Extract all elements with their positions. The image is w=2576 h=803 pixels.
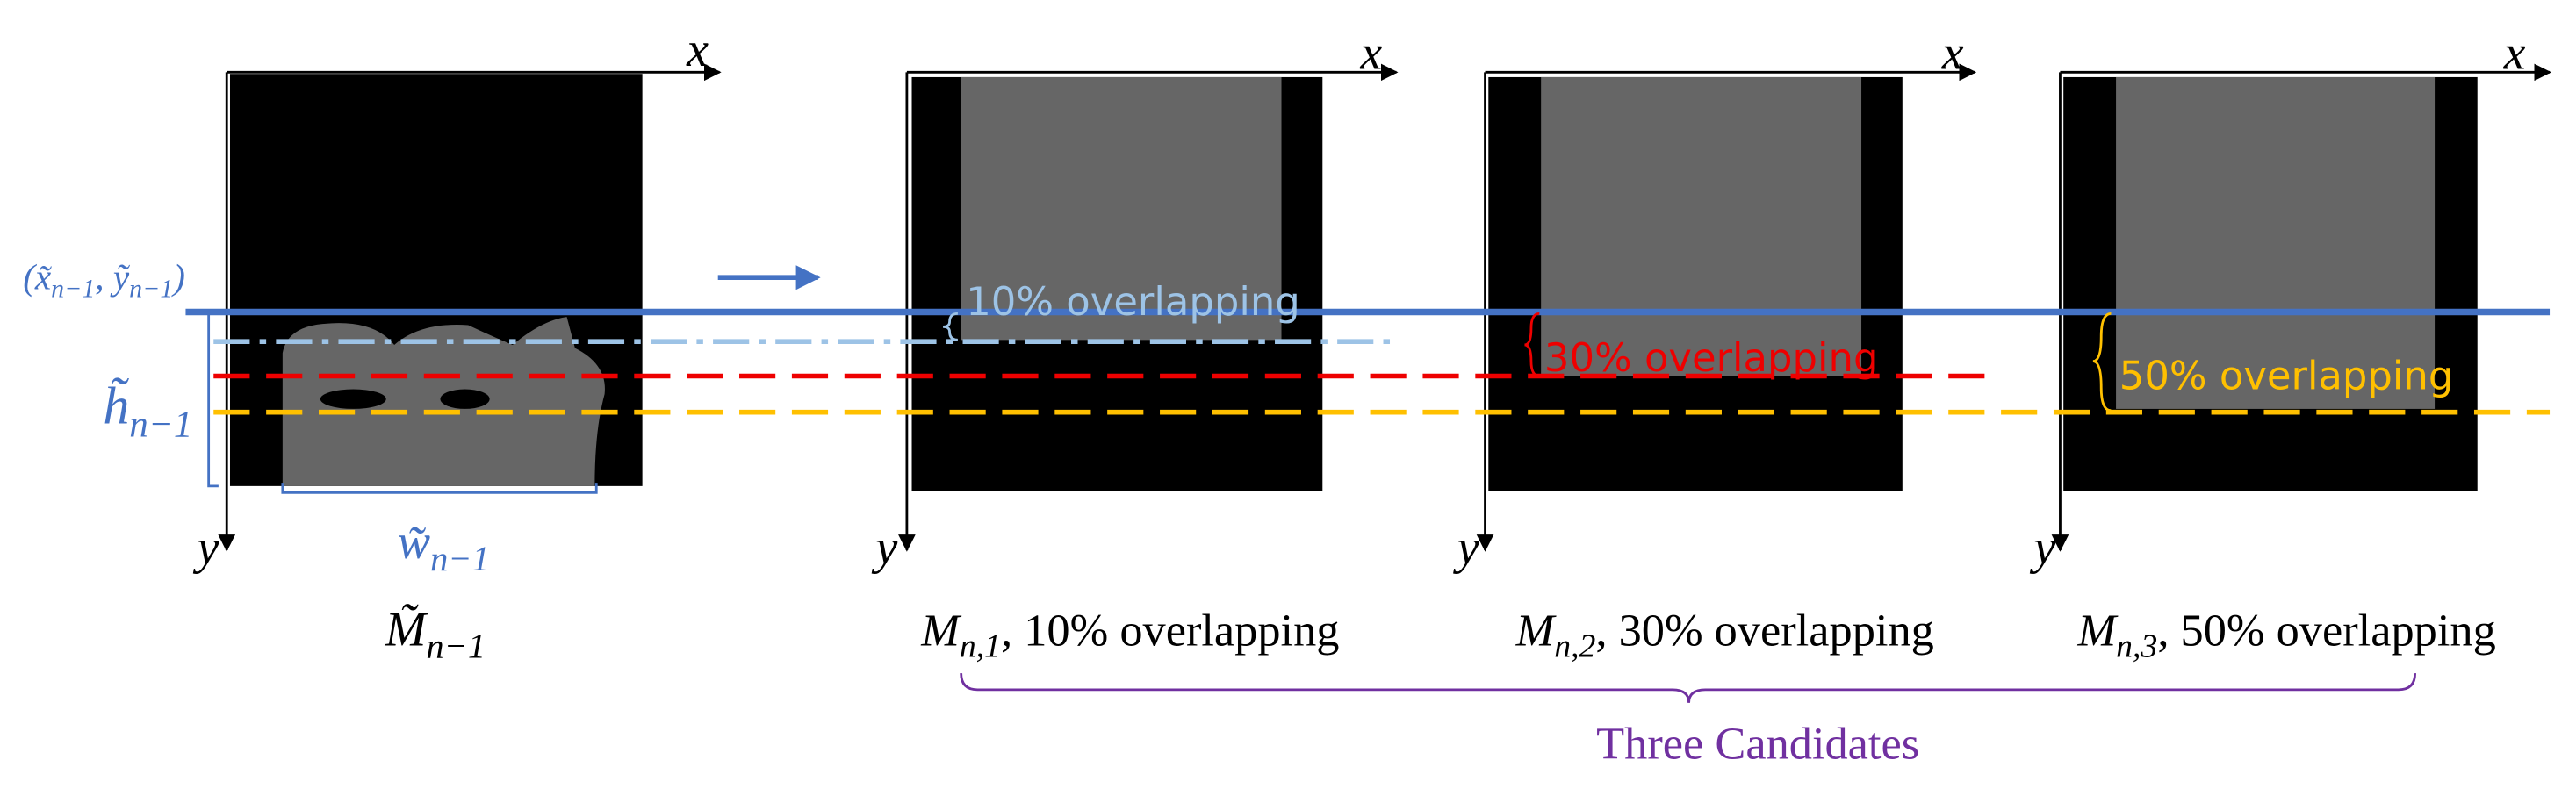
y-axis-label: y: [193, 520, 219, 575]
point-part: ): [171, 256, 185, 298]
overlap-label: 10% overlapping: [966, 278, 1300, 325]
y-axis-label: y: [2030, 520, 2056, 575]
brace: [1524, 312, 1540, 377]
point-label: (x̃n−1, ỹn−1): [23, 256, 185, 303]
x-axis-label: x: [1359, 26, 1382, 81]
x-axis-label: x: [686, 23, 709, 77]
point-part: n−1: [129, 275, 173, 304]
height-bracket: [207, 311, 219, 488]
math-label: Mn,2, 30% overlapping: [1515, 605, 1934, 664]
overlap-label: 50% overlapping: [2119, 352, 2454, 398]
overlap-label: 30% overlapping: [1544, 334, 1879, 381]
symbol: M̃: [385, 602, 429, 656]
x-axis-label: x: [1941, 26, 1964, 81]
group-brace: [960, 673, 2417, 703]
width-bracket: [281, 483, 598, 494]
brace: [942, 312, 958, 341]
caption: , 50% overlapping: [2157, 605, 2495, 656]
mask-hole: [440, 389, 490, 409]
symbol: w̃: [398, 515, 431, 570]
x-axis-label: x: [2503, 26, 2526, 81]
math-label: M̃n−1: [385, 602, 486, 665]
math-label: h̃n−1: [103, 377, 192, 446]
brace: [2092, 312, 2112, 412]
subscript: n,2: [1554, 627, 1595, 664]
subscript: n−1: [426, 626, 486, 665]
candidate-object: [1541, 76, 1862, 376]
math-label: w̃n−1: [398, 515, 490, 578]
point-part: (x̃: [23, 256, 52, 298]
candidate-object: [2116, 76, 2436, 409]
math-label: Mn,1, 10% overlapping: [920, 605, 1339, 664]
group-label: Three Candidates: [1596, 718, 1919, 769]
symbol: M: [1515, 605, 1558, 656]
mask-hole: [320, 389, 386, 409]
caption: , 30% overlapping: [1595, 605, 1933, 656]
y-axis-label: y: [871, 520, 897, 575]
symbol: h̃: [103, 377, 129, 435]
math-label: Mn,3, 50% overlapping: [2077, 605, 2496, 664]
point-part: , ỹ: [95, 256, 131, 297]
caption: , 10% overlapping: [1001, 605, 1339, 656]
subscript: n−1: [129, 405, 192, 446]
point-part: n−1: [51, 275, 95, 304]
symbol: M: [2077, 605, 2119, 656]
subscript: n,1: [960, 627, 1001, 664]
candidate-object: [961, 76, 1282, 341]
symbol: M: [920, 605, 962, 656]
subscript: n−1: [430, 539, 490, 578]
subscript: n,3: [2116, 627, 2157, 664]
y-axis-label: y: [1453, 520, 1479, 575]
